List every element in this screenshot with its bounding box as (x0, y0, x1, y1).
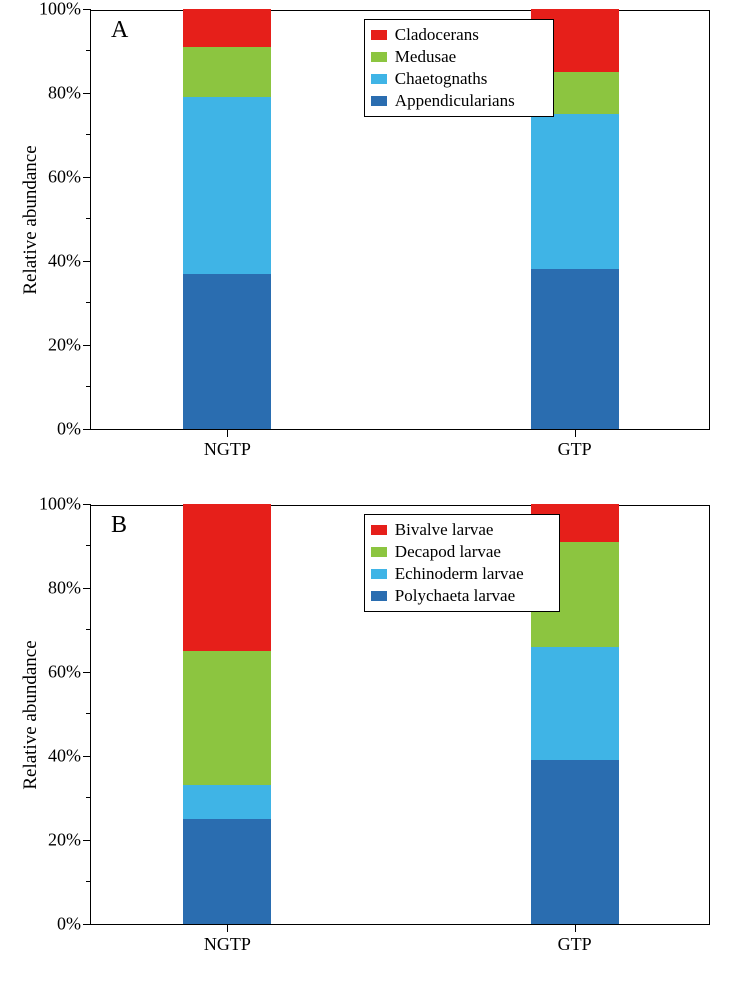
y-tick-label: 80% (21, 83, 81, 104)
y-tick (83, 177, 91, 178)
chart-A: Relative abundance0%20%40%60%80%100%NGTP… (90, 10, 710, 430)
y-tick (83, 429, 91, 430)
legend-label: Cladocerans (395, 25, 479, 45)
legend: Bivalve larvaeDecapod larvaeEchinoderm l… (364, 514, 560, 612)
legend-item: Echinoderm larvae (371, 563, 553, 585)
y-tick-minor (86, 797, 91, 798)
y-tick-label: 100% (21, 0, 81, 20)
y-tick-minor (86, 386, 91, 387)
legend-item: Cladocerans (371, 24, 547, 46)
legend: CladoceransMedusaeChaetognathsAppendicul… (364, 19, 554, 117)
y-tick-label: 100% (21, 494, 81, 515)
y-tick-label: 40% (21, 251, 81, 272)
segment-chaetognaths (183, 97, 271, 273)
y-tick-minor (86, 881, 91, 882)
legend-swatch (371, 96, 387, 106)
legend-item: Chaetognaths (371, 68, 547, 90)
segment-decapod_larvae (183, 651, 271, 785)
y-tick-minor (86, 629, 91, 630)
legend-swatch (371, 591, 387, 601)
x-tick (227, 429, 228, 437)
segment-chaetognaths (531, 114, 619, 269)
x-tick-label: NGTP (204, 439, 251, 460)
legend-label: Decapod larvae (395, 542, 501, 562)
segment-appendicularians (183, 274, 271, 429)
y-tick-label: 60% (21, 167, 81, 188)
panel-label: B (111, 512, 127, 539)
x-tick (575, 924, 576, 932)
y-tick (83, 756, 91, 757)
y-tick-label: 0% (21, 419, 81, 440)
legend-swatch (371, 547, 387, 557)
legend-swatch (371, 525, 387, 535)
y-tick (83, 588, 91, 589)
legend-label: Echinoderm larvae (395, 564, 524, 584)
legend-item: Bivalve larvae (371, 519, 553, 541)
x-tick-label: GTP (558, 934, 592, 955)
y-tick (83, 672, 91, 673)
legend-item: Polychaeta larvae (371, 585, 553, 607)
legend-label: Appendicularians (395, 91, 515, 111)
legend-label: Polychaeta larvae (395, 586, 515, 606)
y-tick-minor (86, 545, 91, 546)
y-tick-label: 20% (21, 830, 81, 851)
legend-item: Decapod larvae (371, 541, 553, 563)
y-tick (83, 924, 91, 925)
y-tick-label: 0% (21, 914, 81, 935)
segment-medusae (183, 47, 271, 97)
y-tick-minor (86, 713, 91, 714)
y-tick-minor (86, 134, 91, 135)
segment-polychaeta_larvae (183, 819, 271, 924)
y-tick (83, 840, 91, 841)
panel-label: A (111, 17, 128, 44)
x-tick (227, 924, 228, 932)
x-tick-label: NGTP (204, 934, 251, 955)
segment-echinoderm_larvae (531, 647, 619, 760)
legend-swatch (371, 569, 387, 579)
y-tick-label: 60% (21, 662, 81, 683)
y-tick (83, 93, 91, 94)
chart-B: Relative abundance0%20%40%60%80%100%NGTP… (90, 505, 710, 925)
legend-item: Appendicularians (371, 90, 547, 112)
y-tick-label: 40% (21, 746, 81, 767)
segment-bivalve_larvae (183, 504, 271, 651)
y-tick-minor (86, 218, 91, 219)
y-tick-minor (86, 50, 91, 51)
legend-swatch (371, 52, 387, 62)
y-tick-minor (86, 302, 91, 303)
segment-appendicularians (531, 269, 619, 429)
x-tick (575, 429, 576, 437)
y-tick (83, 261, 91, 262)
y-tick (83, 9, 91, 10)
legend-label: Bivalve larvae (395, 520, 494, 540)
segment-echinoderm_larvae (183, 785, 271, 819)
bar-NGTP (183, 9, 271, 429)
segment-polychaeta_larvae (531, 760, 619, 924)
y-tick-label: 80% (21, 578, 81, 599)
legend-item: Medusae (371, 46, 547, 68)
legend-label: Chaetognaths (395, 69, 488, 89)
legend-swatch (371, 74, 387, 84)
legend-swatch (371, 30, 387, 40)
bar-NGTP (183, 504, 271, 924)
y-tick (83, 345, 91, 346)
y-tick-label: 20% (21, 335, 81, 356)
x-tick-label: GTP (558, 439, 592, 460)
segment-cladocerans (183, 9, 271, 47)
legend-label: Medusae (395, 47, 456, 67)
y-tick (83, 504, 91, 505)
